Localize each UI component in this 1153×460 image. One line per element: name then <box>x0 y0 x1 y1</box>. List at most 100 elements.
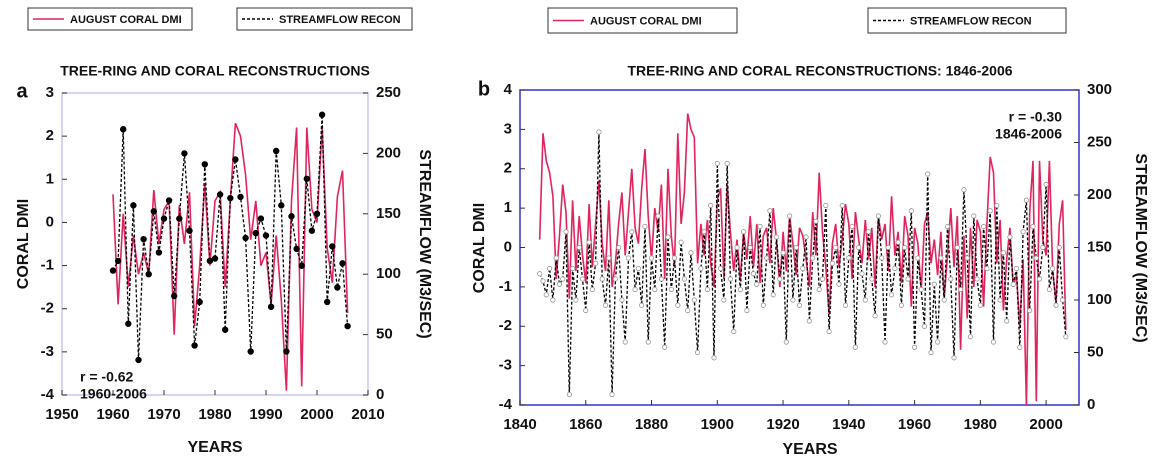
data-point <box>961 187 967 193</box>
data-point <box>170 292 178 300</box>
y-tick-label: 2 <box>504 160 512 177</box>
y-tick-label: -2 <box>41 300 54 317</box>
data-point <box>247 348 254 355</box>
data-point <box>140 235 147 243</box>
data-point <box>216 191 224 198</box>
y-tick-label: -3 <box>499 357 512 374</box>
y2-tick-label: 150 <box>376 205 401 222</box>
data-point <box>849 223 855 230</box>
x-tick-label: 1860 <box>569 416 602 433</box>
data-point <box>800 265 806 272</box>
data-point <box>303 175 310 182</box>
data-point <box>872 313 878 319</box>
data-point <box>780 250 786 256</box>
data-point <box>550 297 556 303</box>
data-point <box>135 356 142 364</box>
data-point <box>931 281 937 287</box>
data-point <box>196 298 203 306</box>
data-point <box>862 297 868 303</box>
data-point <box>655 213 661 219</box>
data-point <box>150 208 157 215</box>
legend-label: AUGUST CORAL DMI <box>70 14 182 26</box>
y2-tick-label: 50 <box>1087 343 1104 360</box>
data-point <box>273 147 280 155</box>
data-point <box>579 276 586 282</box>
data-point <box>823 202 829 209</box>
data-point <box>928 349 934 356</box>
y2-axis-label: STREAMFLOW (M3/SEC) <box>416 149 433 338</box>
data-point <box>267 303 275 311</box>
data-point <box>206 257 214 265</box>
data-point <box>905 276 911 282</box>
data-point <box>622 339 628 345</box>
data-point <box>737 286 743 293</box>
data-point <box>283 348 290 355</box>
data-point <box>773 234 780 240</box>
data-point <box>694 349 701 356</box>
data-point <box>701 229 707 235</box>
data-point <box>543 292 549 298</box>
data-point <box>839 202 845 209</box>
data-point <box>1046 286 1053 293</box>
data-point <box>160 215 168 222</box>
data-point <box>642 223 648 230</box>
data-point <box>777 276 783 282</box>
data-point <box>619 297 625 303</box>
legend-box <box>27 7 193 31</box>
data-point <box>760 302 766 308</box>
data-point <box>882 339 888 345</box>
data-point <box>1027 307 1033 314</box>
data-point <box>298 262 305 269</box>
data-point <box>639 302 645 308</box>
data-point <box>1017 344 1023 350</box>
data-point <box>606 255 612 261</box>
data-point <box>612 276 618 282</box>
y-tick-label: -2 <box>499 317 512 334</box>
data-point <box>293 245 300 253</box>
data-point <box>257 215 265 222</box>
series-line <box>112 114 349 361</box>
data-point <box>842 302 849 308</box>
data-point <box>790 297 796 303</box>
data-point <box>540 278 546 284</box>
data-point <box>935 339 941 345</box>
data-point <box>967 334 974 340</box>
data-point <box>688 250 694 256</box>
legend-box <box>236 7 413 31</box>
y-tick-label: 2 <box>46 127 54 144</box>
data-point <box>708 202 714 209</box>
data-point <box>1043 181 1049 188</box>
y-tick-label: 1 <box>46 170 54 187</box>
data-point <box>984 265 990 272</box>
x-tick-label: 2010 <box>351 406 384 423</box>
data-point <box>1036 276 1043 282</box>
data-point <box>125 320 132 327</box>
data-point <box>698 265 704 272</box>
data-point <box>665 234 671 240</box>
data-point <box>836 281 842 287</box>
annotation: r = -0.62 <box>80 369 134 385</box>
data-point <box>1040 244 1046 251</box>
data-point <box>648 255 655 261</box>
y-axis-label: CORAL DMI <box>471 203 488 293</box>
x-axis-label: YEARS <box>782 441 837 458</box>
data-point <box>662 344 668 350</box>
series-line <box>539 131 1067 395</box>
data-point <box>691 297 697 303</box>
data-point <box>885 244 891 251</box>
data-point <box>685 307 691 314</box>
data-point <box>875 213 882 219</box>
data-point <box>658 276 664 282</box>
x-tick-label: 1960 <box>898 416 931 433</box>
data-point <box>237 193 244 201</box>
y-tick-label: 1 <box>504 199 512 216</box>
data-point <box>227 194 234 202</box>
y2-tick-label: 300 <box>1087 81 1112 98</box>
data-point <box>859 271 865 277</box>
data-point <box>119 126 127 133</box>
data-point <box>925 171 931 177</box>
data-point <box>997 297 1003 303</box>
data-point <box>629 229 635 235</box>
data-point <box>888 292 895 298</box>
data-point <box>1033 255 1039 261</box>
